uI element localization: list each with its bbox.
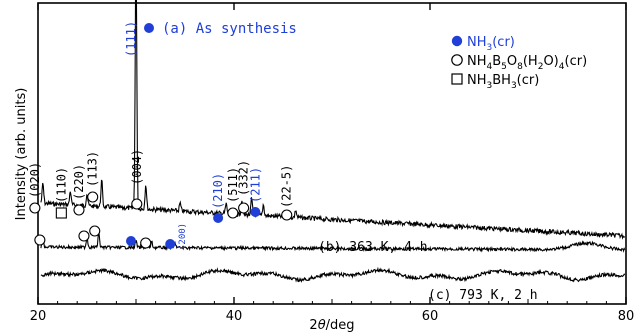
annotation-a-6: (210) <box>211 173 225 209</box>
series-a-label: (a) As synthesis <box>162 21 297 37</box>
legend-filled-circle-marker <box>451 35 463 47</box>
peak-marker-open <box>34 234 46 246</box>
annotation-a-8: (332) <box>237 160 251 196</box>
series-b-label: (b) 363 K, 4 h <box>318 240 428 255</box>
annotations-group: (020) (110) (220) (113) (111) (004) (210) (511)… <box>28 21 294 250</box>
peak-marker-filled <box>126 236 136 246</box>
peak-marker-open <box>89 225 101 237</box>
annotation-b-0: (200) <box>178 223 188 250</box>
legend-item-nh4b5o8: NH4B5O8(H2O)4(cr) <box>467 54 587 72</box>
annotation-a-4: (111) <box>124 21 138 57</box>
legend-item-nh3: NH3(cr) <box>467 35 515 53</box>
ticks-group: 20 40 60 80 <box>30 3 635 324</box>
peak-marker-open <box>131 198 143 210</box>
y-axis-label: Intensity (arb. units) <box>14 88 29 221</box>
x-tick-label-80: 80 <box>618 309 635 324</box>
annotation-a-5: (004) <box>130 149 144 185</box>
annotation-a-0: (020) <box>28 162 42 198</box>
peak-marker-square <box>55 207 67 219</box>
x-tick-label-40: 40 <box>226 309 243 324</box>
peak-marker-filled <box>250 207 261 217</box>
annotation-a-7: (511) <box>226 167 240 203</box>
peak-marker-filled <box>165 239 176 249</box>
peak-marker-open <box>227 207 239 219</box>
annotation-a-10: (22-5) <box>280 165 294 208</box>
legend: NH3(cr) NH4B5O8(H2O)4(cr) NH3BH3(cr) <box>451 35 587 91</box>
series-a-marker <box>144 23 154 33</box>
x-tick-label-60: 60 <box>422 309 439 324</box>
legend-open-square-marker <box>451 73 463 85</box>
annotation-a-3: (113) <box>86 151 100 187</box>
peak-marker-open <box>87 191 99 203</box>
peak-marker-open <box>140 237 152 249</box>
x-axis-label: 2θ/deg <box>309 318 354 332</box>
series-c-trace <box>40 266 626 283</box>
annotation-a-1: (110) <box>54 167 68 203</box>
markers-group <box>29 191 293 249</box>
peak-marker-open <box>29 202 41 214</box>
series-b-trace <box>40 230 626 253</box>
peak-marker-open <box>238 202 250 214</box>
peak-marker-filled <box>213 213 224 223</box>
peak-marker-open <box>73 204 85 216</box>
peak-marker-open <box>78 230 90 242</box>
series-c-label: (c) 793 K, 2 h <box>428 288 538 303</box>
legend-item-nh3bh3: NH3BH3(cr) <box>467 73 539 91</box>
annotation-a-2: (220) <box>72 164 86 200</box>
legend-open-circle-marker <box>451 54 463 66</box>
x-tick-label-20: 20 <box>30 309 47 324</box>
annotation-a-9: (211) <box>248 167 262 203</box>
peak-marker-open <box>281 209 293 221</box>
